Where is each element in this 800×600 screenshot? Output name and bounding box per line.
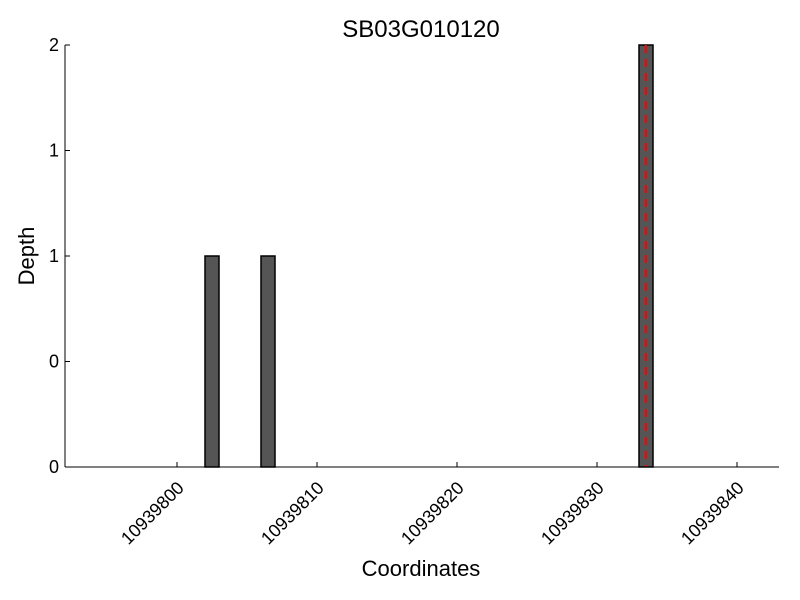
x-axis-label: Coordinates: [362, 556, 481, 581]
chart-title: SB03G010120: [342, 16, 499, 43]
x-tick-label: 10939820: [397, 478, 468, 549]
y-tick-label: 1: [49, 141, 59, 161]
y-tick-label: 2: [49, 35, 59, 55]
x-tick-label: 10939840: [677, 478, 748, 549]
x-tick-label: 10939800: [117, 478, 188, 549]
bar-1: [260, 255, 276, 468]
x-tick-label: 10939830: [537, 478, 608, 549]
bar-0: [204, 255, 220, 468]
y-tick-label: 0: [49, 352, 59, 372]
y-tick-label: 0: [49, 457, 59, 477]
x-tick-label: 10939810: [257, 478, 328, 549]
y-tick-label: 1: [49, 246, 59, 266]
y-axis-label: Depth: [14, 227, 39, 286]
